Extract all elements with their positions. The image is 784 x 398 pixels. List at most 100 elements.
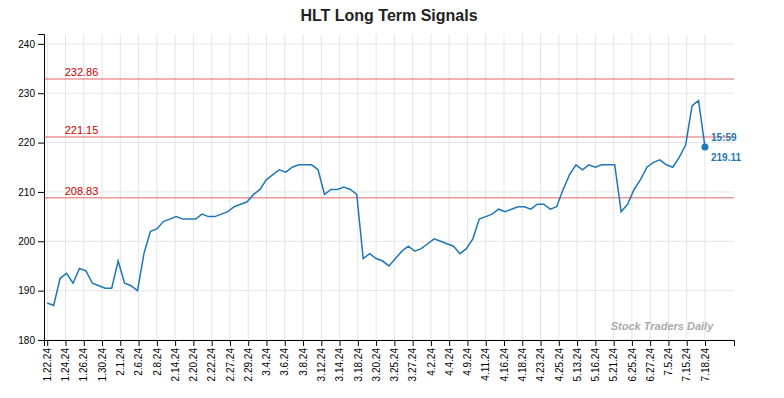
watermark: Stock Traders Daily bbox=[611, 320, 714, 332]
grid-line bbox=[357, 34, 358, 340]
grid-line bbox=[211, 34, 212, 340]
grid-line bbox=[503, 34, 504, 340]
price-line bbox=[47, 101, 705, 306]
last-point-label: 15:59 bbox=[711, 132, 737, 143]
y-tick: 210 bbox=[18, 187, 44, 198]
x-tick-label: 1.22.24 bbox=[42, 348, 53, 382]
x-tick: 4.25.24 bbox=[554, 340, 565, 381]
x-tick: 3.4.24 bbox=[261, 340, 272, 376]
x-tick: 7.15.24 bbox=[681, 340, 692, 381]
x-tick-label: 3.20.24 bbox=[371, 348, 382, 382]
y-tick-mark bbox=[38, 93, 44, 94]
x-tick-mark bbox=[486, 340, 487, 346]
x-tick: 4.11.24 bbox=[480, 340, 491, 381]
grid-line bbox=[631, 34, 632, 340]
x-tick-mark bbox=[248, 340, 249, 346]
x-tick: 4.9.24 bbox=[462, 340, 473, 376]
grid-line bbox=[44, 191, 734, 192]
grid-line bbox=[266, 34, 267, 340]
last-point-label: 219.11 bbox=[711, 152, 741, 163]
x-tick: 4.18.24 bbox=[517, 340, 528, 381]
grid-line bbox=[577, 34, 578, 340]
x-tick-mark bbox=[614, 340, 615, 346]
x-axis: 1.22.241.24.241.26.241.30.242.1.242.6.24… bbox=[42, 340, 735, 381]
signal-line bbox=[44, 78, 734, 80]
grid-line bbox=[686, 34, 687, 340]
x-tick-mark bbox=[157, 340, 158, 346]
grid-line bbox=[303, 34, 304, 340]
x-tick: 3.18.24 bbox=[353, 340, 364, 381]
x-tick-mark bbox=[577, 340, 578, 346]
x-tick-label: 6.27.24 bbox=[645, 348, 656, 382]
x-tick: 4.16.24 bbox=[499, 340, 510, 381]
y-tick-mark bbox=[38, 340, 44, 341]
grid-line bbox=[595, 34, 596, 340]
x-tick-mark bbox=[687, 340, 688, 346]
grid-line bbox=[558, 34, 559, 340]
x-tick: 7.5.24 bbox=[663, 340, 674, 376]
grid-line bbox=[193, 34, 194, 340]
x-tick-label: 3.4.24 bbox=[261, 348, 272, 376]
x-tick: 6.25.24 bbox=[627, 340, 638, 381]
y-tick: 240 bbox=[18, 39, 44, 50]
grid-line bbox=[704, 34, 705, 340]
grid-line bbox=[44, 290, 734, 291]
signal-line bbox=[44, 136, 734, 138]
x-tick-label: 4.18.24 bbox=[517, 348, 528, 382]
x-tick: 3.25.24 bbox=[389, 340, 400, 381]
y-tick-label: 240 bbox=[18, 39, 35, 50]
grid-line bbox=[668, 34, 669, 340]
x-tick-mark bbox=[212, 340, 213, 346]
y-axis: 180190200210220230240 bbox=[18, 35, 44, 346]
x-tick-mark bbox=[394, 340, 395, 346]
grid-line bbox=[248, 34, 249, 340]
x-tick-mark bbox=[65, 340, 66, 346]
title: HLT Long Term Signals bbox=[300, 7, 477, 24]
grid-line bbox=[120, 34, 121, 340]
x-tick-label: 2.20.24 bbox=[188, 348, 199, 382]
x-tick-mark bbox=[230, 340, 231, 346]
grid-line bbox=[44, 93, 734, 94]
x-tick: 6.27.24 bbox=[645, 340, 656, 381]
x-tick: 1.24.24 bbox=[60, 340, 71, 381]
x-tick-label: 2.14.24 bbox=[170, 348, 181, 382]
x-tick-label: 4.25.24 bbox=[554, 348, 565, 382]
x-tick: 3.27.24 bbox=[407, 340, 418, 381]
y-tick-mark bbox=[38, 241, 44, 242]
x-tick: 3.14.24 bbox=[334, 340, 345, 381]
x-tick-label: 3.12.24 bbox=[316, 348, 327, 382]
y-tick: 180 bbox=[18, 335, 44, 346]
x-tick-label: 1.26.24 bbox=[78, 348, 89, 382]
x-tick-mark bbox=[504, 340, 505, 346]
grid-line bbox=[430, 34, 431, 340]
grid-line bbox=[376, 34, 377, 340]
x-tick-label: 2.22.24 bbox=[206, 348, 217, 382]
signal-label: 232.86 bbox=[65, 66, 99, 78]
x-tick-label: 7.5.24 bbox=[663, 348, 674, 376]
x-tick-mark bbox=[84, 340, 85, 346]
y-tick-label: 230 bbox=[18, 88, 35, 99]
x-tick: 2.6.24 bbox=[133, 340, 144, 376]
y-tick-label: 190 bbox=[18, 285, 35, 296]
grid-line bbox=[284, 34, 285, 340]
x-tick: 5.16.24 bbox=[590, 340, 601, 381]
y-tick-label: 220 bbox=[18, 137, 35, 148]
x-tick-mark bbox=[705, 340, 706, 346]
last-point bbox=[701, 143, 708, 150]
x-tick-label: 3.25.24 bbox=[389, 348, 400, 382]
x-tick-mark bbox=[285, 340, 286, 346]
x-tick-mark bbox=[431, 340, 432, 346]
y-axis-line bbox=[38, 35, 45, 341]
x-tick: 2.1.24 bbox=[115, 340, 126, 376]
x-tick: 2.29.24 bbox=[243, 340, 254, 381]
x-tick-label: 3.8.24 bbox=[298, 348, 309, 376]
annotations: 208.83221.15232.8615:59219.11Stock Trade… bbox=[65, 66, 742, 332]
grid-line bbox=[522, 34, 523, 340]
grid-line bbox=[394, 34, 395, 340]
grid-line bbox=[467, 34, 468, 340]
grid-line bbox=[156, 34, 157, 340]
x-tick-label: 4.16.24 bbox=[499, 348, 510, 382]
x-tick-label: 3.18.24 bbox=[353, 348, 364, 382]
x-tick-mark bbox=[266, 340, 267, 346]
grid-line bbox=[339, 34, 340, 340]
